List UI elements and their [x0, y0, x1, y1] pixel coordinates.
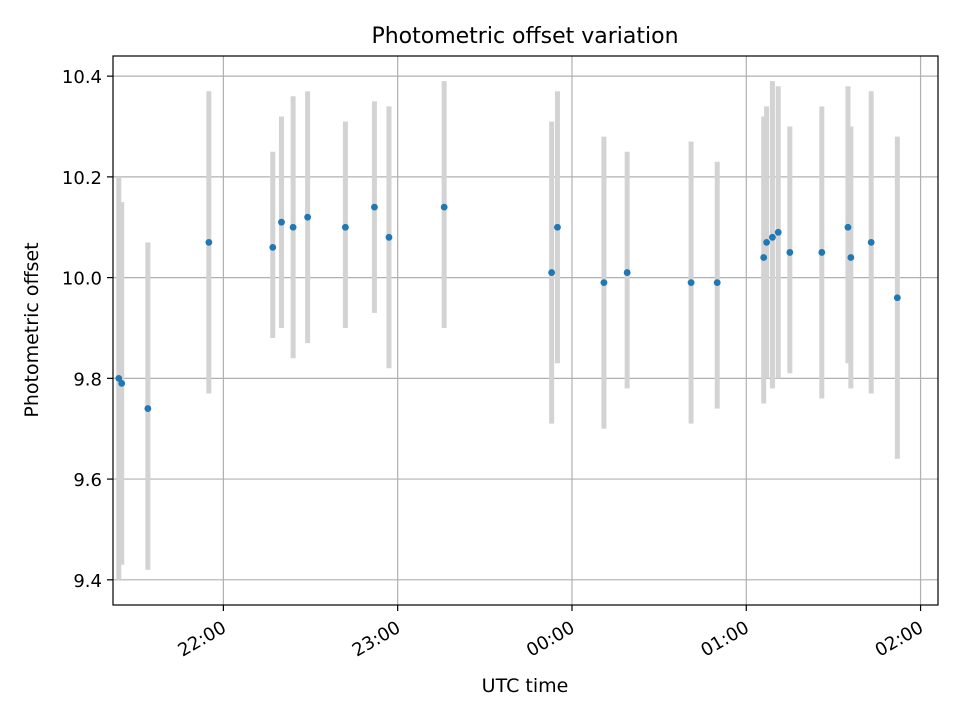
- data-point: [760, 254, 768, 261]
- data-point: [548, 269, 556, 276]
- data-point: [893, 294, 901, 302]
- data-point: [205, 238, 213, 246]
- y-tick-label: 10.2: [62, 168, 102, 189]
- data-point: [623, 269, 631, 276]
- data-point: [600, 279, 608, 287]
- data-point: [786, 249, 794, 256]
- data-point: [269, 243, 277, 251]
- data-point: [867, 238, 875, 246]
- data-point: [774, 228, 782, 236]
- plot-frame: [112, 55, 939, 606]
- data-point: [341, 223, 349, 231]
- data-point: [385, 233, 393, 241]
- data-point: [687, 279, 695, 287]
- data-point: [769, 233, 776, 241]
- data-point: [844, 223, 852, 231]
- data-point: [304, 213, 312, 221]
- y-tick-label: 9.4: [73, 571, 102, 592]
- data-points: [115, 203, 901, 412]
- grid: [113, 56, 938, 605]
- y-tick-label: 9.8: [73, 369, 102, 390]
- data-point: [847, 254, 855, 261]
- data-point: [278, 218, 285, 226]
- plot-area: [113, 56, 938, 605]
- y-tick-label: 9.6: [73, 470, 102, 491]
- data-point: [554, 223, 561, 231]
- data-point: [115, 374, 123, 382]
- data-point: [118, 379, 126, 387]
- chart-title: Photometric offset variation: [371, 24, 678, 49]
- data-point: [144, 405, 152, 412]
- data-point: [440, 203, 448, 211]
- y-tick-label: 10.4: [62, 67, 102, 88]
- data-point: [818, 249, 826, 256]
- x-axis-label: UTC time: [482, 675, 569, 697]
- data-point: [713, 279, 721, 287]
- y-axis-label: Photometric offset: [21, 242, 43, 417]
- data-point: [763, 238, 771, 246]
- y-tick-label: 10.0: [62, 269, 102, 290]
- data-point: [289, 223, 297, 231]
- data-point: [371, 203, 378, 211]
